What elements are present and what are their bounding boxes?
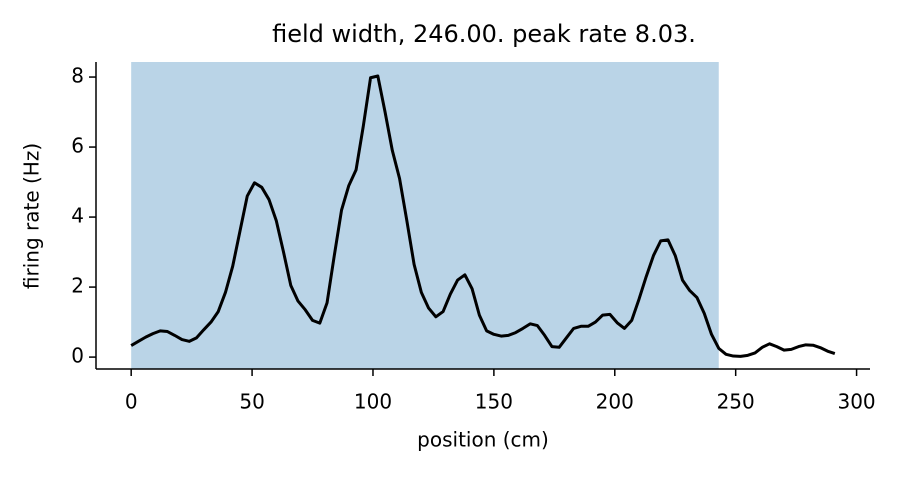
x-tick-label: 0: [125, 390, 138, 414]
y-tick-label: 0: [71, 344, 84, 368]
x-tick-label: 100: [354, 390, 392, 414]
y-tick-label: 2: [71, 274, 84, 298]
x-tick-label: 200: [596, 390, 634, 414]
rate-line: [130, 74, 836, 358]
y-tick-label: 8: [71, 64, 84, 88]
x-axis-label: position (cm): [417, 428, 549, 452]
x-tick-label: 150: [475, 390, 513, 414]
y-tick-label: 6: [71, 134, 84, 158]
x-tick-label: 250: [717, 390, 755, 414]
y-axis-label: firing rate (Hz): [20, 143, 44, 289]
x-tick-label: 50: [239, 390, 264, 414]
y-tick-label: 4: [71, 204, 84, 228]
chart-title: field width, 246.00. peak rate 8.03.: [272, 20, 696, 48]
field-span: [131, 62, 719, 369]
x-tick-label: 300: [837, 390, 875, 414]
